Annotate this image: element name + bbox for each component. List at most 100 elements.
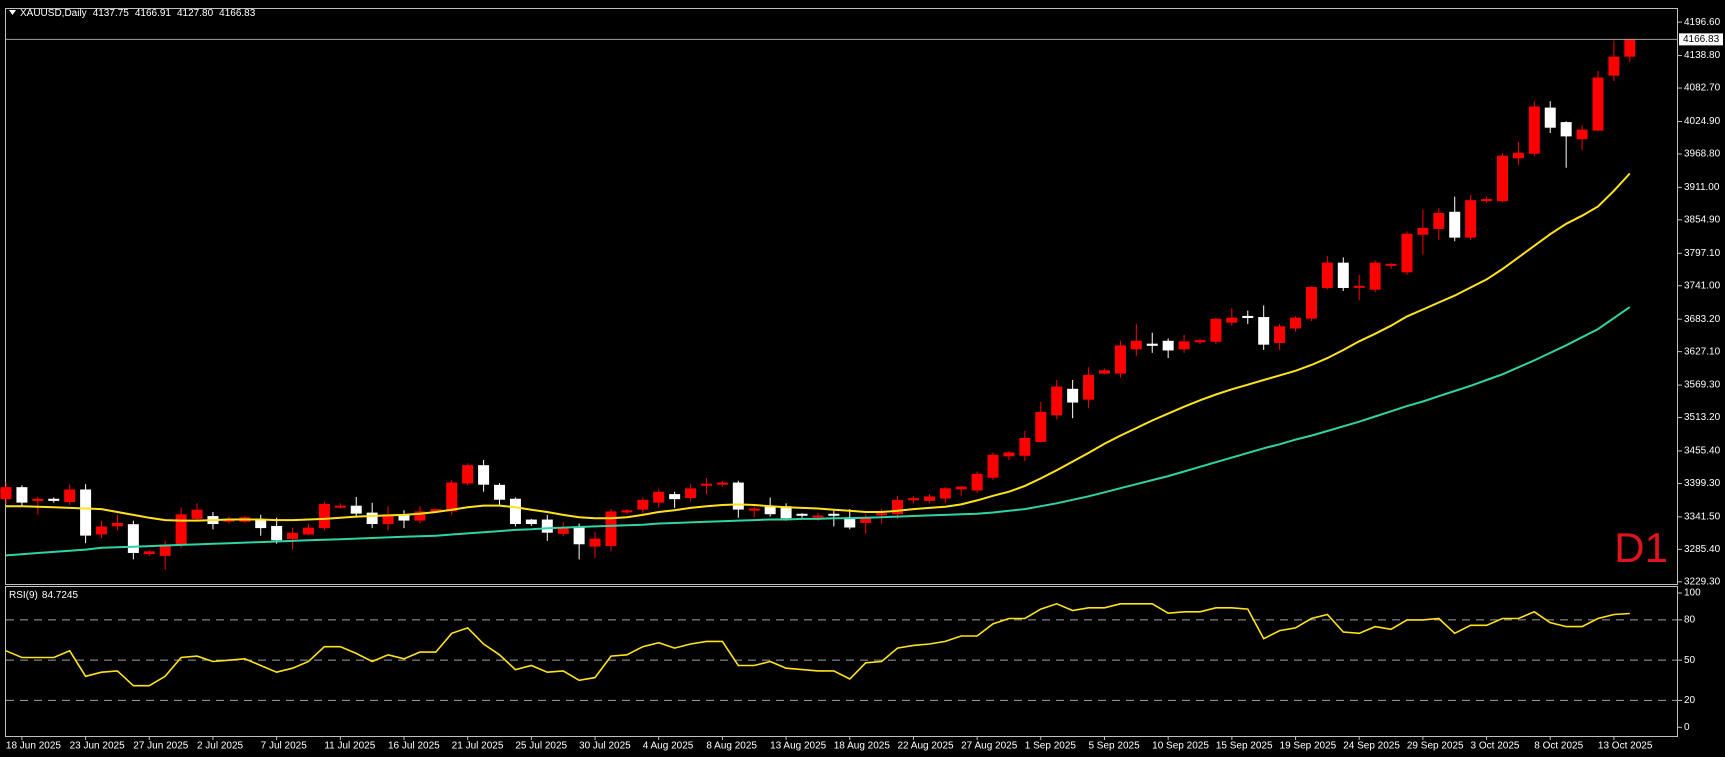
x-tick-label: 8 Oct 2025	[1534, 741, 1583, 752]
candle-body	[573, 527, 585, 545]
x-tick-label: 11 Jul 2025	[324, 741, 375, 752]
candle-body	[1417, 227, 1429, 235]
y-tick-label: 3285.40	[1684, 544, 1721, 555]
header-value: 4127.80	[177, 8, 214, 19]
candle-body	[876, 513, 888, 516]
candle-body	[1353, 285, 1365, 288]
candle-body	[1019, 437, 1031, 456]
candle-body	[509, 498, 521, 525]
candle-body	[907, 498, 919, 501]
y-tick-label: 4138.80	[1684, 50, 1721, 61]
x-tick-label: 22 Aug 2025	[897, 741, 954, 752]
rsi-value: 84.7245	[42, 590, 79, 601]
candle-body	[732, 482, 744, 510]
candle-body	[923, 496, 935, 501]
candle-body	[127, 524, 139, 553]
candle-body	[939, 488, 951, 499]
candle-body	[1067, 388, 1079, 403]
candle-body	[478, 465, 490, 485]
x-tick-label: 30 Jul 2025	[579, 741, 631, 752]
header-value: 4166.91	[135, 8, 172, 19]
candle-body	[621, 510, 633, 513]
x-tick-label: 21 Jul 2025	[452, 741, 504, 752]
y-tick-label: 20	[1684, 695, 1696, 706]
candle-body	[1496, 155, 1508, 202]
candle-body	[1242, 315, 1254, 319]
moving-average	[5, 306, 1631, 557]
y-tick-label: 0	[1684, 722, 1690, 733]
candle-body	[796, 513, 808, 516]
header-value: 4166.83	[219, 8, 256, 19]
current-price-box	[1679, 33, 1723, 46]
rsi-header: RSI(9) 84.7245	[9, 590, 78, 601]
candle-body	[1290, 317, 1302, 329]
candle-body	[350, 505, 362, 514]
y-tick-label: 3399.30	[1684, 478, 1721, 489]
x-tick-label: 16 Jul 2025	[388, 741, 440, 752]
x-tick-label: 5 Sep 2025	[1088, 741, 1140, 752]
rsi-line	[5, 602, 1630, 687]
y-tick-label: 3341.50	[1684, 512, 1721, 523]
main-panel-frame	[5, 8, 1678, 585]
y-tick-label: 100	[1684, 588, 1701, 599]
candle-body	[525, 519, 537, 525]
candle-body	[302, 527, 314, 535]
candle-body	[1114, 345, 1126, 374]
candle-body	[111, 523, 123, 527]
candle-body	[287, 532, 299, 540]
rsi-panel-frame	[5, 586, 1678, 737]
candle-body	[892, 499, 904, 515]
candle-body	[1544, 107, 1556, 128]
candle-body	[1003, 452, 1015, 457]
candle-body	[1433, 212, 1445, 229]
candle-body	[334, 505, 346, 508]
candle-body	[175, 514, 187, 546]
candle-body	[987, 454, 999, 478]
y-tick-label: 3683.20	[1684, 314, 1721, 325]
candle-body	[255, 519, 267, 529]
candle-body	[589, 538, 601, 547]
candle-body	[1608, 56, 1620, 76]
candle-body	[494, 484, 506, 500]
candle-body	[1035, 411, 1047, 442]
candle-body	[1512, 152, 1524, 159]
rsi-title: RSI(9)	[9, 590, 38, 601]
candle-body	[1528, 106, 1540, 154]
x-tick-label: 2 Jul 2025	[197, 741, 244, 752]
candle-body	[0, 487, 12, 500]
candle-body	[1274, 326, 1286, 343]
x-tick-label: 8 Aug 2025	[706, 741, 757, 752]
y-tick-label: 3911.00	[1684, 182, 1720, 193]
candle-body	[1560, 122, 1572, 137]
y-tick-label: 3797.10	[1684, 248, 1721, 259]
candle-body	[1083, 374, 1095, 400]
candle-body	[80, 489, 92, 536]
x-tick-label: 18 Jun 2025	[6, 741, 61, 752]
candle-body	[318, 503, 330, 529]
candle-body	[685, 488, 697, 499]
candle-body	[143, 551, 155, 555]
x-tick-label: 25 Jul 2025	[515, 741, 567, 752]
x-tick-label: 23 Jun 2025	[70, 741, 125, 752]
y-tick-label: 4082.70	[1684, 83, 1721, 94]
symbol: XAUUSD,Daily	[20, 8, 87, 19]
x-tick-label: 3 Oct 2025	[1471, 741, 1520, 752]
y-tick-label: 3229.30	[1684, 576, 1721, 587]
candle-body	[1592, 77, 1604, 131]
x-tick-label: 13 Oct 2025	[1598, 741, 1653, 752]
candle-body	[1481, 199, 1493, 202]
y-tick-label: 3741.00	[1684, 280, 1721, 291]
candle-body	[1051, 386, 1063, 416]
candle-body	[446, 482, 458, 512]
candle-body	[1210, 318, 1222, 342]
x-tick-label: 7 Jul 2025	[261, 741, 308, 752]
x-tick-label: 15 Sep 2025	[1216, 741, 1273, 752]
candle-body	[1098, 370, 1110, 374]
candle-body	[1194, 340, 1206, 343]
candle-body	[271, 525, 283, 541]
candle-body	[96, 526, 108, 535]
candle-body	[700, 483, 712, 486]
candle-body	[48, 498, 60, 501]
